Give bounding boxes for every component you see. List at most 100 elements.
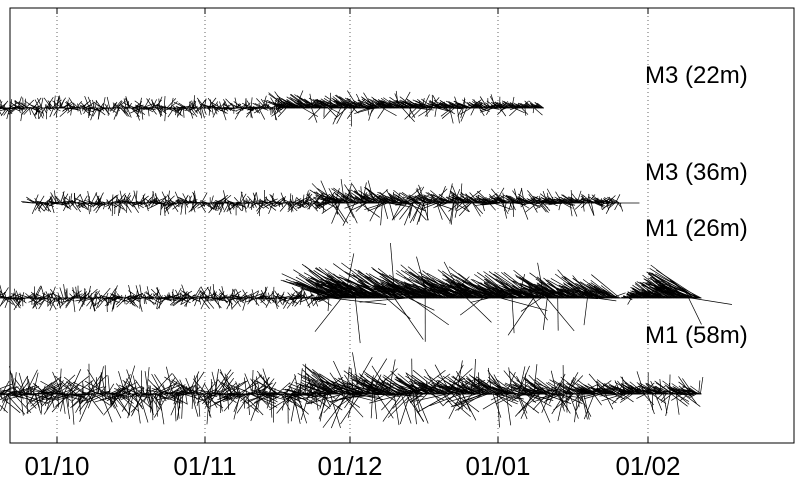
stick (395, 376, 418, 395)
stick (629, 292, 652, 299)
stick (344, 199, 358, 204)
stick (527, 198, 541, 204)
stick (14, 288, 17, 299)
stick (311, 393, 318, 396)
stick (643, 389, 658, 395)
stick (556, 198, 571, 204)
stick (210, 379, 213, 395)
stick (99, 393, 125, 401)
stick (101, 202, 112, 206)
stick (266, 393, 273, 409)
stick (135, 379, 146, 395)
stick (39, 297, 47, 305)
stick (9, 104, 15, 109)
stick (228, 202, 236, 205)
stick (650, 389, 668, 395)
stick (200, 290, 211, 299)
stick (49, 107, 54, 118)
stick (429, 198, 444, 204)
stick (49, 297, 56, 311)
stick (655, 289, 680, 299)
stick (408, 200, 417, 204)
stick (295, 290, 307, 299)
stick (311, 297, 323, 300)
stick (198, 393, 203, 401)
stick (658, 281, 701, 299)
stick (216, 103, 219, 109)
stick (282, 388, 302, 395)
stick (583, 393, 595, 420)
stick (38, 107, 46, 120)
stick (99, 107, 104, 112)
stick (3, 297, 15, 301)
stick (135, 393, 152, 409)
stick (242, 202, 244, 211)
stick (626, 294, 638, 299)
stick (392, 393, 408, 409)
stick (169, 106, 172, 109)
stick (458, 102, 473, 109)
stick (572, 393, 581, 403)
stick (247, 195, 254, 204)
x-tick-label: 01/02 (615, 451, 680, 481)
stick (218, 202, 225, 216)
stick (259, 199, 266, 204)
stick (185, 295, 199, 299)
stick (65, 381, 85, 395)
stick (147, 107, 151, 111)
stick (432, 393, 444, 406)
stick (441, 104, 456, 109)
stick (348, 195, 370, 204)
stick (344, 202, 359, 209)
stick (463, 202, 472, 209)
stick (260, 98, 268, 109)
stick (130, 393, 151, 413)
stick (367, 101, 384, 109)
stick (409, 107, 411, 118)
stick (30, 107, 37, 119)
stick (29, 385, 34, 395)
stick (34, 99, 40, 109)
stick (649, 286, 672, 299)
stick (159, 393, 163, 403)
stick (417, 382, 446, 395)
stick (142, 194, 146, 204)
stick (607, 196, 618, 204)
stick (236, 201, 243, 204)
stick (139, 97, 142, 109)
stick (561, 393, 572, 408)
stick (569, 393, 579, 419)
stick (520, 283, 556, 299)
stick (265, 202, 274, 207)
stick (95, 202, 103, 214)
stick (657, 284, 696, 299)
stick (645, 389, 664, 395)
stick (301, 380, 336, 395)
stick (155, 297, 158, 304)
stick (339, 393, 356, 400)
stick (154, 194, 162, 204)
stick (482, 385, 508, 395)
stick (191, 297, 201, 303)
stick (29, 199, 38, 204)
stick (270, 393, 284, 396)
stick (166, 294, 171, 299)
stick (175, 387, 180, 395)
stick (243, 393, 246, 409)
stick (254, 291, 259, 299)
stick (557, 393, 565, 422)
stick (643, 393, 654, 406)
stick (142, 106, 151, 109)
stick (316, 201, 321, 204)
stick (357, 99, 378, 109)
stick (433, 100, 448, 109)
stick (307, 202, 315, 210)
stick (212, 201, 216, 204)
stick (168, 381, 178, 395)
series-label: M3 (36m) (645, 159, 748, 186)
stick (25, 393, 35, 407)
stick (325, 386, 345, 395)
stick (150, 288, 161, 299)
stick (665, 393, 671, 417)
stick (427, 103, 444, 109)
